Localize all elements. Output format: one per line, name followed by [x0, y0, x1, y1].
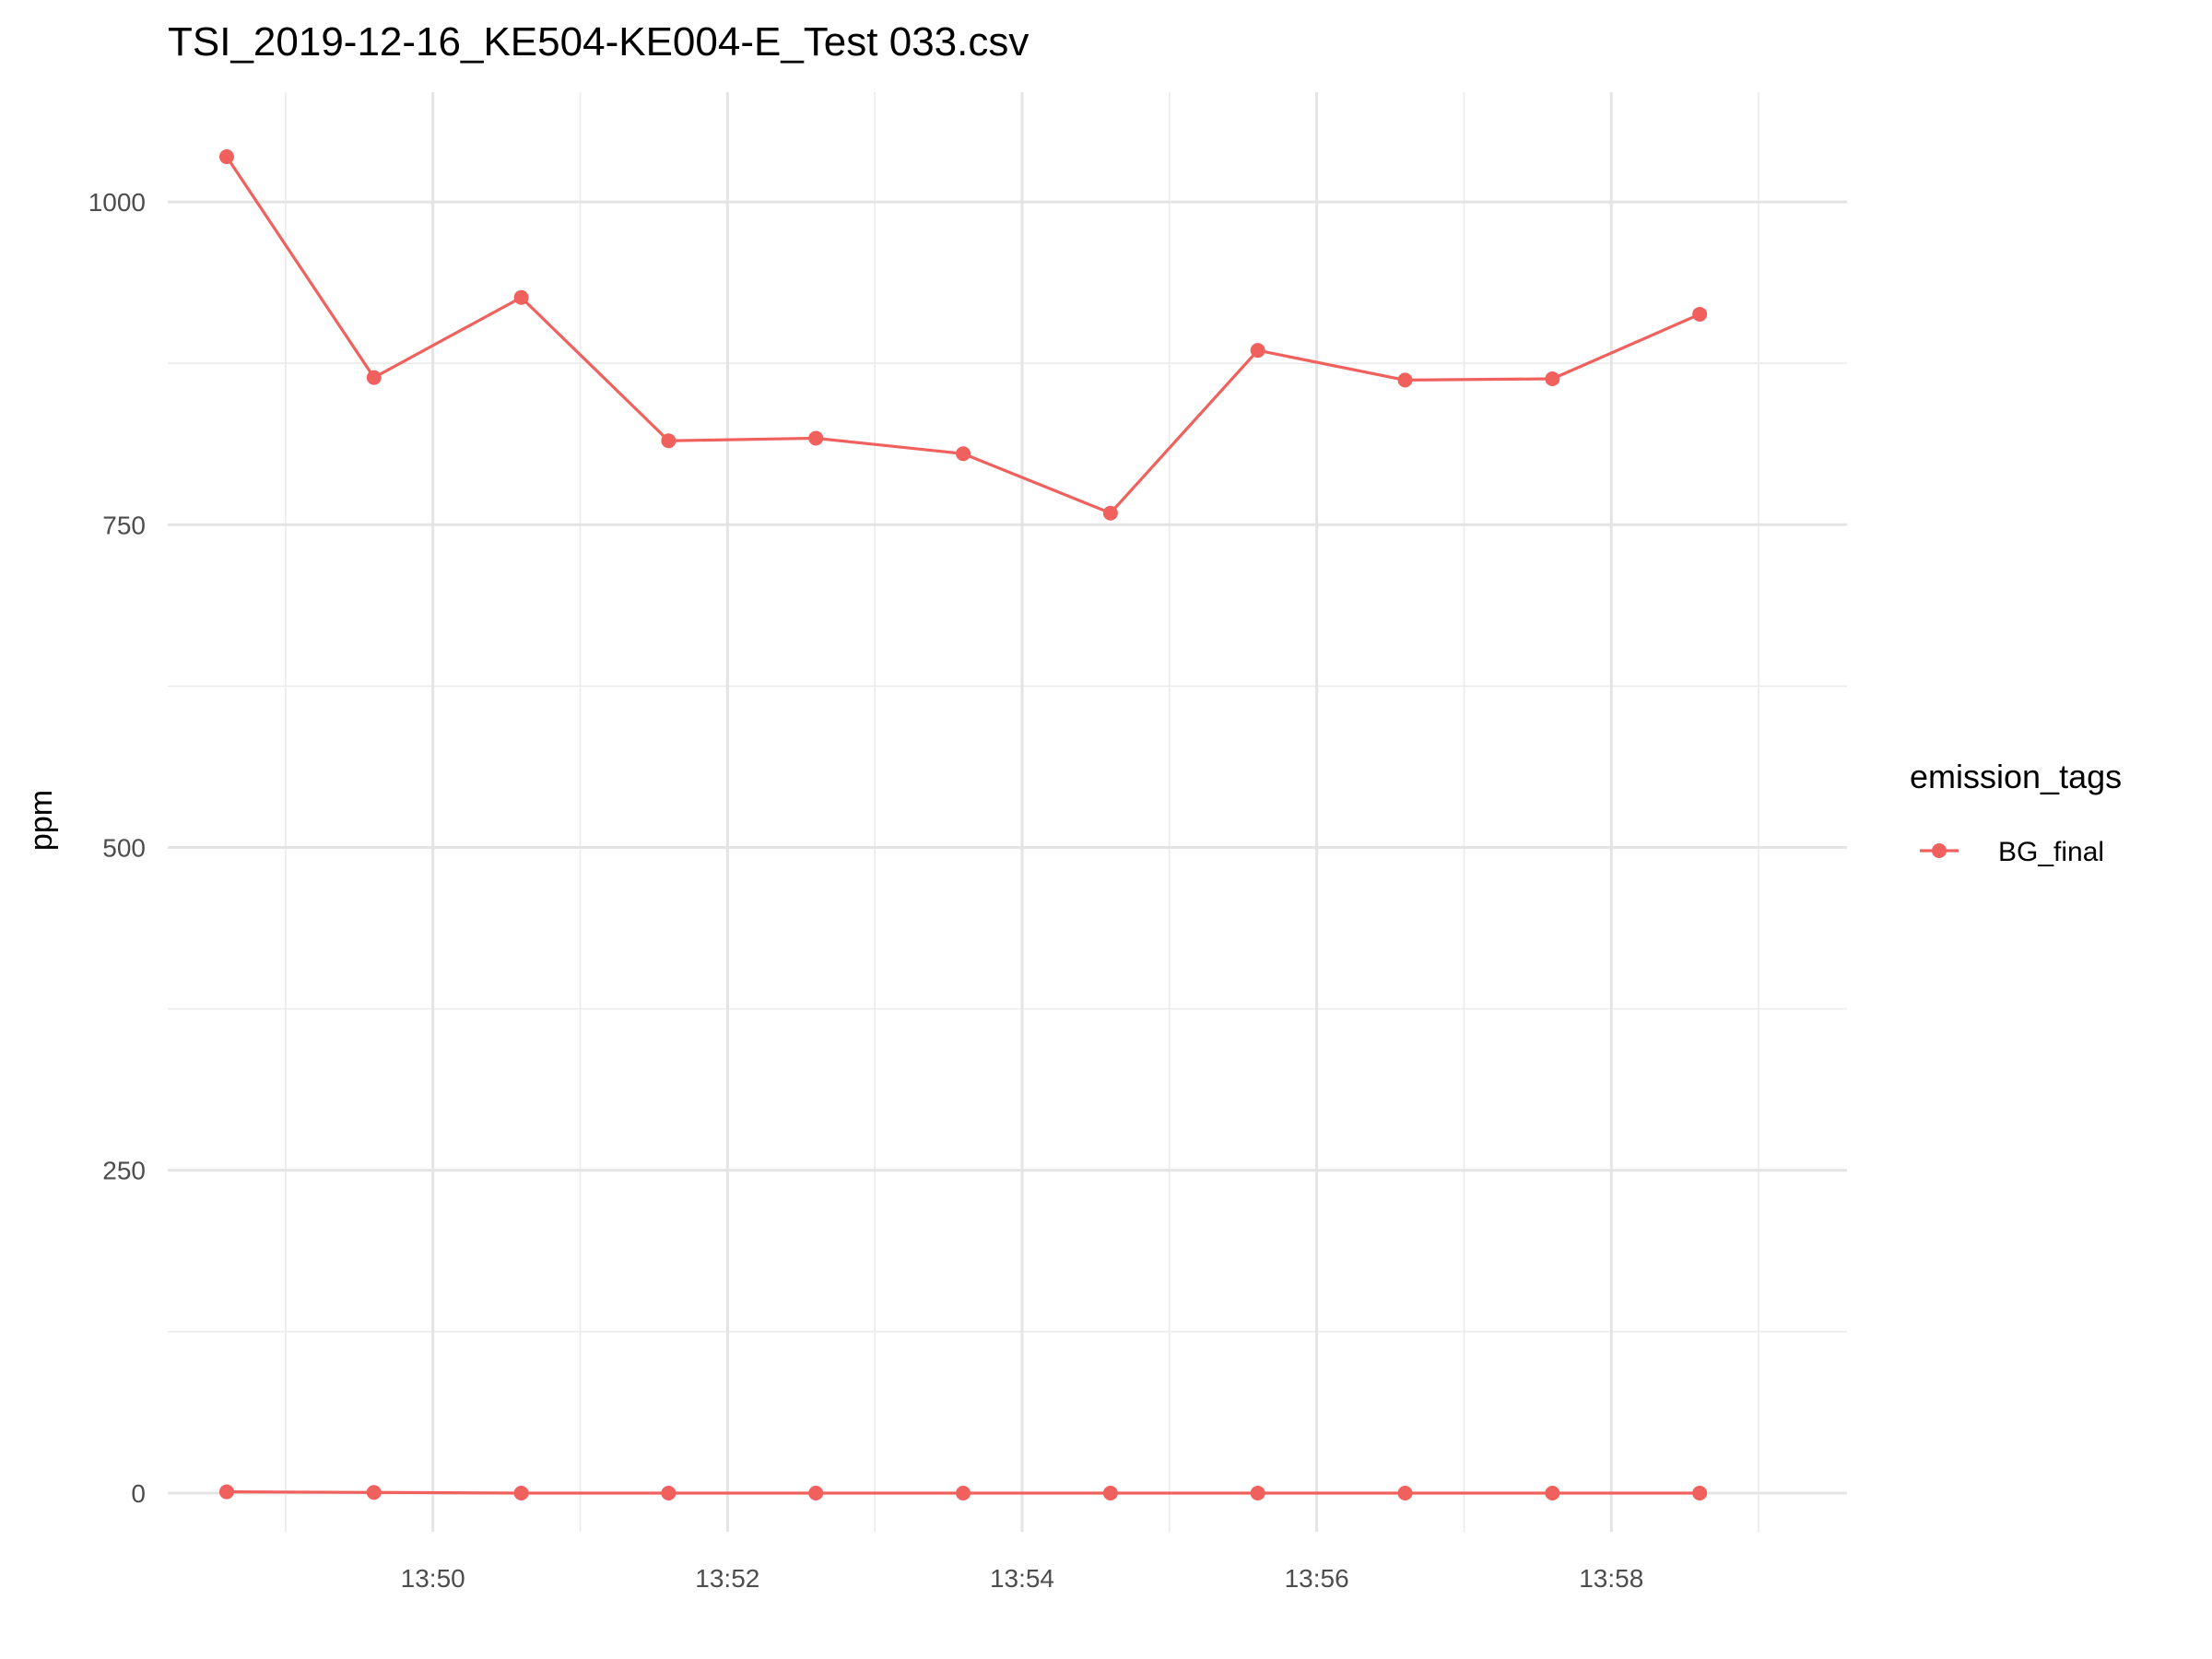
legend-title: emission_tags	[1910, 758, 2122, 795]
data-point-bg-final	[366, 370, 382, 385]
minor-gridlines	[168, 92, 1847, 1532]
legend: emission_tags BG_final	[1910, 758, 2122, 867]
series-layer	[218, 149, 1708, 1500]
data-point-bg-final	[1102, 505, 1118, 521]
y-tick-label: 750	[102, 511, 146, 539]
data-point-bg-final	[218, 149, 234, 165]
data-point-bg-final	[808, 430, 824, 446]
x-axis-tick-labels: 13:50 13:52 13:54 13:56 13:58	[401, 1564, 1644, 1593]
data-point-bg-final	[1250, 1485, 1265, 1500]
x-tick-label: 13:54	[990, 1564, 1054, 1593]
data-point-bg-final	[808, 1485, 824, 1500]
data-point-bg-final	[1102, 1485, 1118, 1500]
y-tick-label: 1000	[88, 188, 146, 217]
data-point-bg-final	[956, 446, 971, 462]
legend-key-point	[1932, 843, 1947, 858]
legend-label-bg-final: BG_final	[1998, 837, 2104, 867]
data-point-bg-final	[513, 1485, 529, 1500]
x-tick-label: 13:56	[1285, 1564, 1349, 1593]
data-point-bg-final	[1545, 371, 1560, 386]
data-point-bg-final	[218, 1484, 234, 1500]
x-tick-label: 13:50	[401, 1564, 465, 1593]
data-point-bg-final	[513, 289, 529, 305]
chart-title: TSI_2019-12-16_KE504-KE004-E_Test 033.cs…	[168, 19, 1029, 65]
y-tick-label: 250	[102, 1157, 146, 1185]
y-axis-tick-labels: 0 250 500 750 1000	[88, 188, 146, 1508]
data-point-bg-final	[1250, 343, 1265, 359]
y-tick-label: 500	[102, 834, 146, 863]
data-point-bg-final	[956, 1485, 971, 1500]
data-point-bg-final	[1545, 1485, 1560, 1500]
x-tick-label: 13:52	[695, 1564, 759, 1593]
data-point-bg-final	[1692, 1485, 1708, 1500]
data-point-bg-final	[1692, 306, 1708, 322]
x-tick-label: 13:58	[1579, 1564, 1643, 1593]
data-point-bg-final	[661, 433, 677, 449]
y-axis-title: ppm	[24, 790, 59, 851]
data-point-bg-final	[1397, 1485, 1413, 1500]
data-point-bg-final	[1397, 372, 1413, 388]
data-point-bg-final	[661, 1485, 677, 1500]
major-gridlines	[168, 92, 1847, 1532]
data-point-bg-final	[366, 1485, 382, 1500]
y-tick-label: 0	[131, 1479, 146, 1508]
